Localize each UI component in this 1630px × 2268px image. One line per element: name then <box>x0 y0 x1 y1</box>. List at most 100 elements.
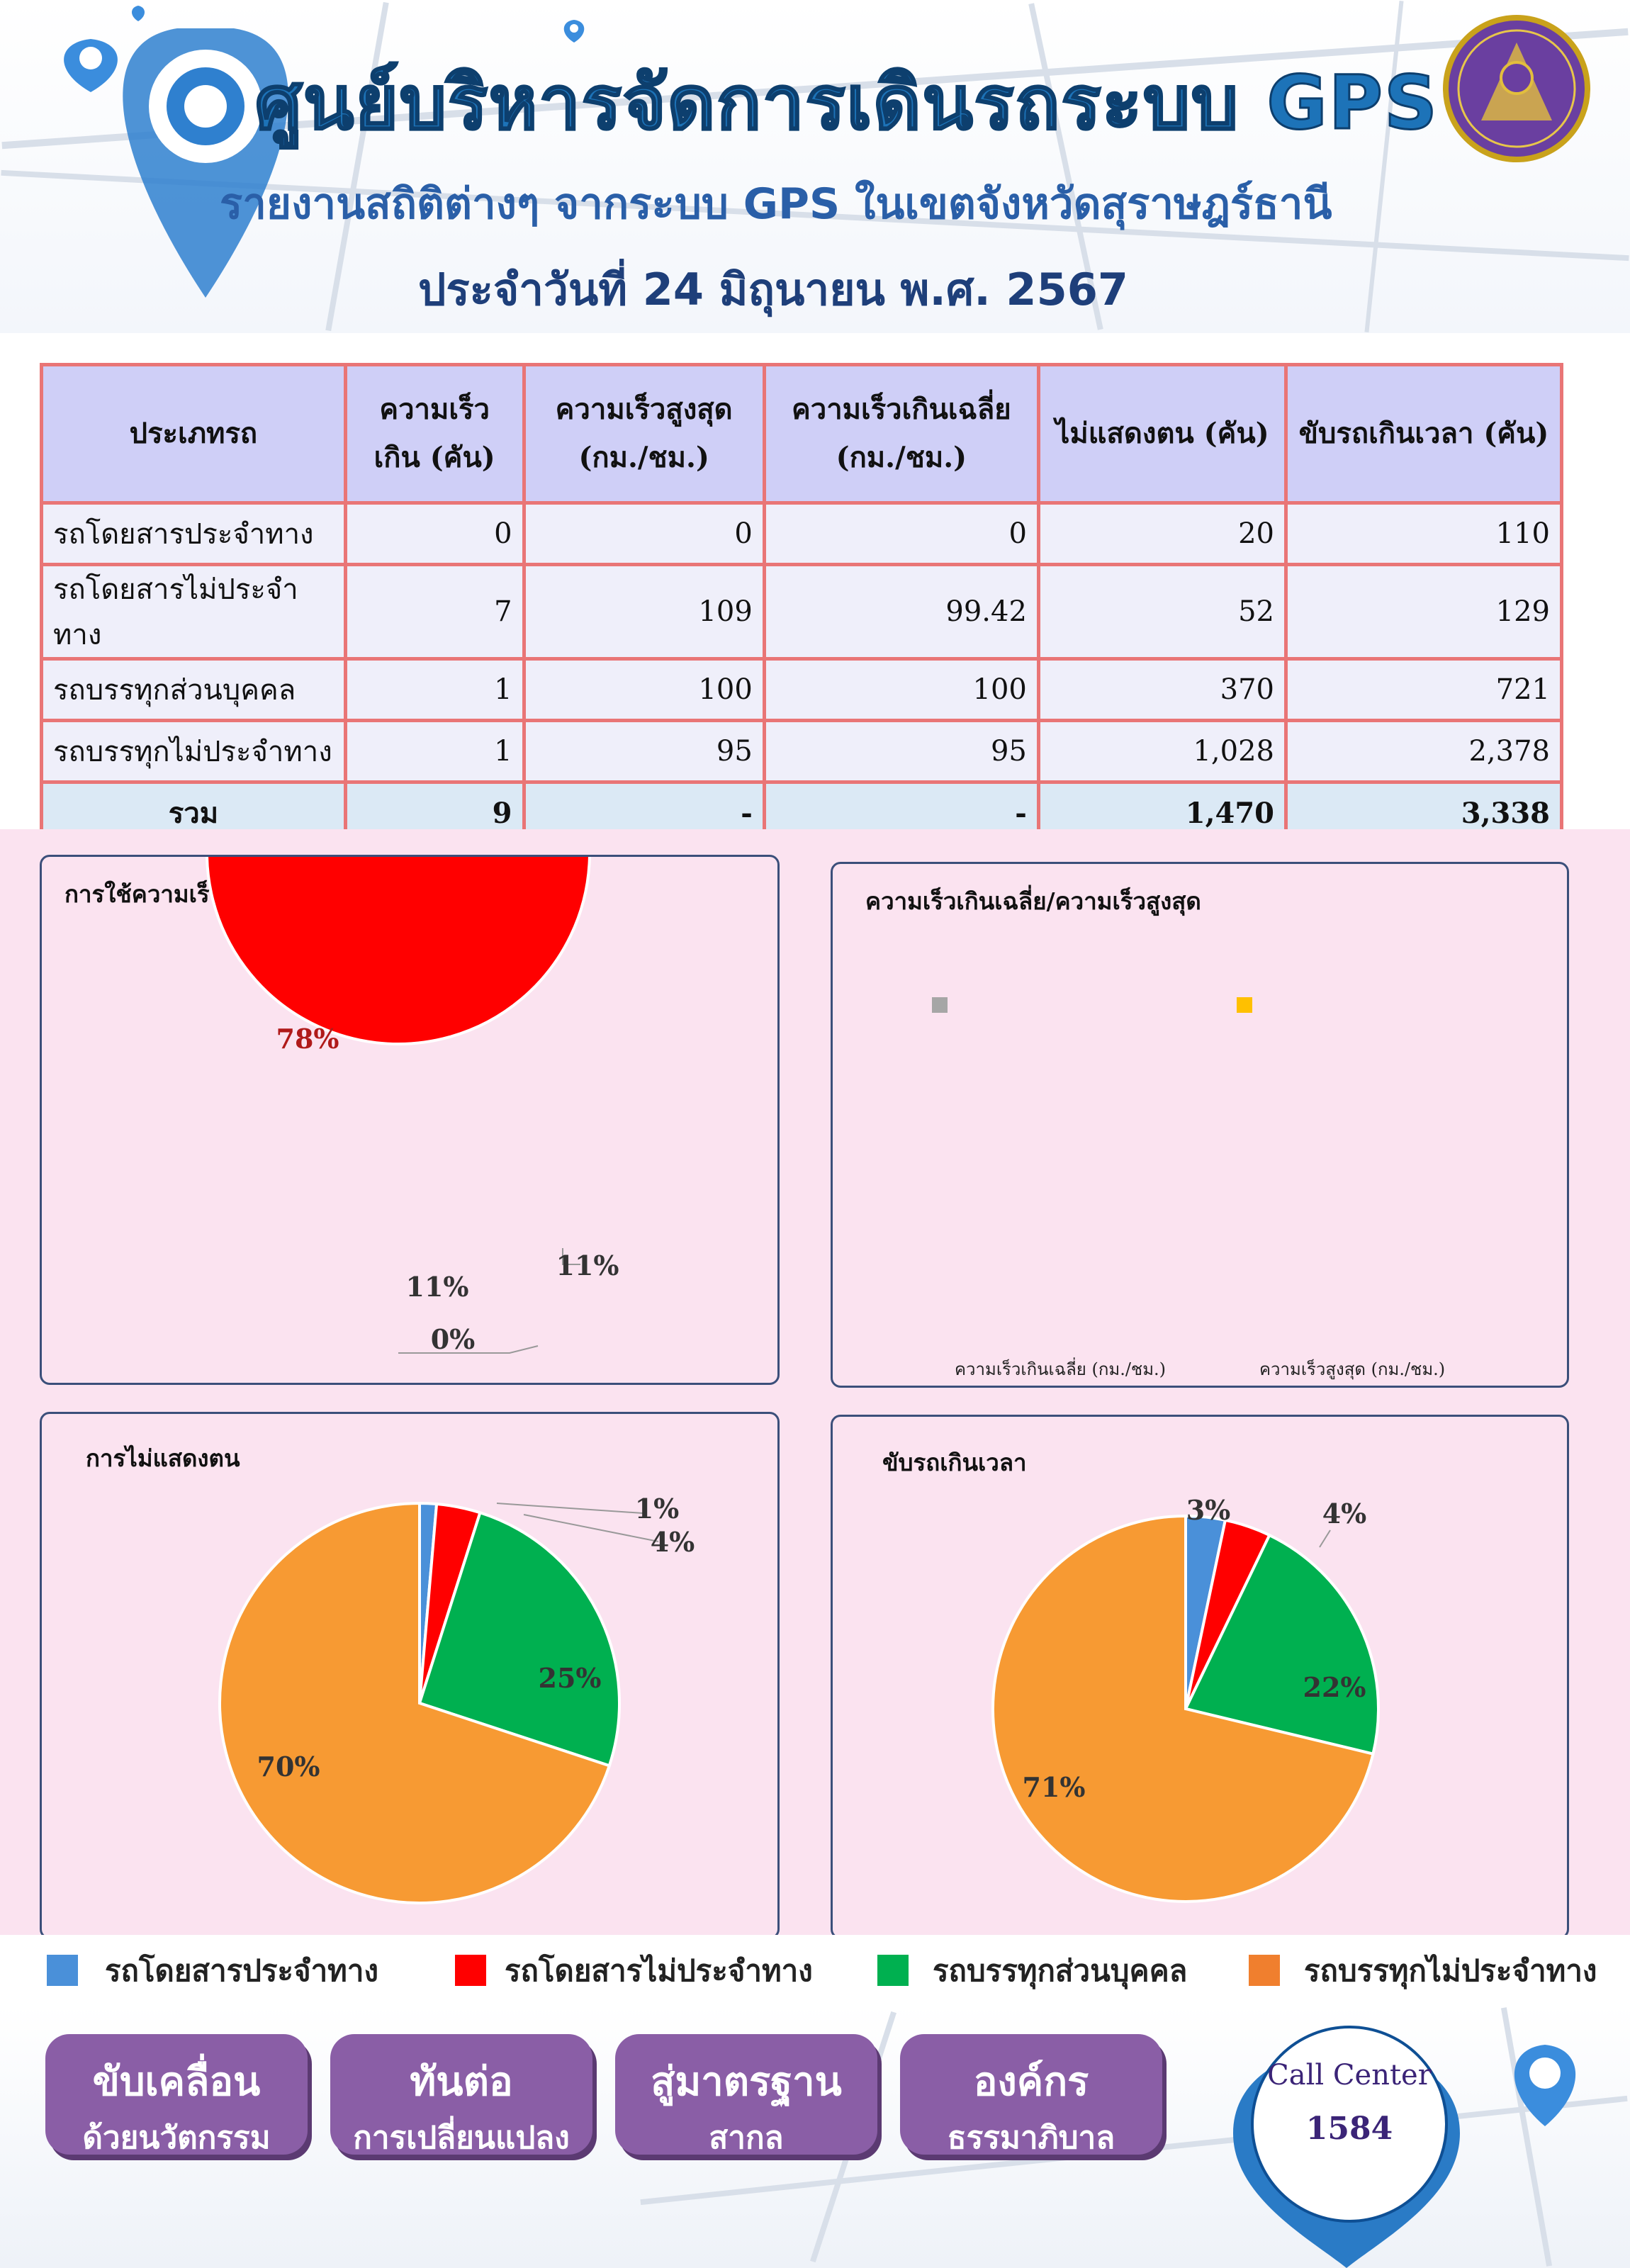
motto-button-change[interactable]: ทันต่อ การเปลี่ยนแปลง <box>330 2034 592 2156</box>
motto-button-standard[interactable]: สู่มาตรฐาน สากล <box>615 2034 877 2156</box>
leader-line <box>523 1514 659 1542</box>
department-seal-logo <box>1443 15 1590 162</box>
column-header: ความเร็วสูงสุด (กม./ชม.) <box>522 363 766 505</box>
table-cell: 1 <box>343 657 526 722</box>
leader-line <box>1319 1529 1331 1548</box>
table-header-row: ประเภทรถ ความเร็วเกิน (คัน) ความเร็วสูงส… <box>40 363 1563 505</box>
table-row: รถโดยสารไม่ประจำทาง 7 109 99.42 52 129 <box>40 563 1563 661</box>
button-line1: สู่มาตรฐาน <box>651 2059 842 2105</box>
map-pin-icon <box>131 6 145 21</box>
table-cell: 95 <box>762 719 1040 784</box>
table-cell: 99.42 <box>762 563 1040 661</box>
page-title: ศูนย์บริหารจัดการเดินรถระบบ GPS <box>254 59 1439 147</box>
chart-title: ขับรถเกินเวลา <box>882 1449 1027 1476</box>
pie-slice <box>991 1514 1375 1903</box>
legend-swatch <box>1249 1955 1280 1986</box>
chart-card-speeding: การใช้ความเร็วเกิน 0% 78% 11% 11% <box>40 855 780 1385</box>
motto-button-governance[interactable]: องค์กร ธรรมาภิบาล <box>900 2034 1162 2156</box>
vehicle-type-cell: รถบรรทุกส่วนบุคคล <box>40 657 347 722</box>
pie-label: 11% <box>556 1250 619 1281</box>
table-cell: 100 <box>762 657 1040 722</box>
table-cell: 0 <box>762 501 1040 566</box>
motto-button-innovation[interactable]: ขับเคลื่อน ด้วยนวัตกรรม <box>45 2034 308 2156</box>
pie-label: 11% <box>406 1271 469 1303</box>
button-line1: ทันต่อ <box>410 2059 513 2105</box>
button-line2: สากล <box>709 2120 784 2156</box>
vehicle-type-cell: รถโดยสารไม่ประจำทาง <box>40 563 347 661</box>
pie-slice <box>218 1501 612 1904</box>
legend-label: รถโดยสารไม่ประจำทาง <box>505 1953 813 1988</box>
table-cell: 370 <box>1036 657 1288 722</box>
table-cell: 2,378 <box>1284 719 1563 784</box>
table-cell: 110 <box>1284 501 1563 566</box>
column-header: ขับรถเกินเวลา (คัน) <box>1284 363 1563 505</box>
call-center-number: 1584 <box>1305 2111 1393 2147</box>
legend-swatch <box>932 997 948 1013</box>
legend-swatch <box>1237 997 1252 1013</box>
column-header: ไม่แสดงตน (คัน) <box>1036 363 1288 505</box>
pie-label: 4% <box>1322 1498 1367 1529</box>
button-line2: การเปลี่ยนแปลง <box>353 2120 570 2156</box>
pie-label: 4% <box>651 1526 695 1558</box>
report-subtitle: รายงานสถิติต่างๆ จากระบบ GPS ในเขตจังหวั… <box>220 179 1332 229</box>
overtime-pie-chart: 3% 4% 22% 71% <box>991 1494 1380 1903</box>
pie-label: 3% <box>1186 1494 1231 1526</box>
legend-label: รถบรรทุกไม่ประจำทาง <box>1304 1953 1597 1988</box>
call-center-badge <box>1251 2026 1448 2223</box>
speed-bar-chart: 05010015020025000รถโดยสารประจำทาง99.4210… <box>932 997 1445 1380</box>
chart-title: ความเร็วเกินเฉลี่ย/ความเร็วสูงสุด <box>865 887 1201 915</box>
vehicle-legend <box>0 1935 1630 2006</box>
button-line1: องค์กร <box>973 2059 1089 2105</box>
pie-label: 70% <box>257 1751 320 1783</box>
speeding-pie-chart: 0% 78% 11% 11% <box>206 857 619 1355</box>
button-line1: ขับเคลื่อน <box>92 2059 261 2105</box>
pie-label: 22% <box>1303 1671 1366 1703</box>
leader-line <box>562 1248 580 1265</box>
table-cell: 95 <box>522 719 766 784</box>
chart-card-no-show: การไม่แสดงตน 1% 4% 25% 70% <box>40 1412 780 1939</box>
table-cell: 721 <box>1284 657 1563 722</box>
column-header: ความเร็วเกินเฉลี่ย (กม./ชม.) <box>762 363 1040 505</box>
map-pin-icon <box>1514 2045 1576 2126</box>
pie-label: 71% <box>1023 1771 1086 1803</box>
column-header: ความเร็วเกิน (คัน) <box>343 363 526 505</box>
statistics-table: ประเภทรถ ความเร็วเกิน (คัน) ความเร็วสูงส… <box>40 363 1563 846</box>
chart-card-overtime: ขับรถเกินเวลา 3% 4% 22% 71% <box>831 1415 1569 1939</box>
column-header: ประเภทรถ <box>40 363 347 505</box>
table-cell: 109 <box>522 563 766 661</box>
legend-label: ความเร็วเกินเฉลี่ย (กม./ชม.) <box>955 1357 1166 1379</box>
report-date: ประจำวันที่ 24 มิถุนายน พ.ศ. 2567 <box>418 264 1128 315</box>
no-show-pie-chart: 1%4% 25% 70% <box>218 1493 695 1904</box>
pie-label: 0% <box>431 1323 476 1355</box>
map-pin-icon <box>123 28 288 298</box>
table-cell: 0 <box>522 501 766 566</box>
legend-label: ความเร็วสูงสุด (กม./ชม.) <box>1259 1359 1445 1380</box>
vehicle-type-cell: รถบรรทุกไม่ประจำทาง <box>40 719 347 784</box>
legend-label: รถโดยสารประจำทาง <box>105 1953 378 1988</box>
map-pin-icon <box>563 20 585 43</box>
chart-card-speed-bar: ความเร็วเกินเฉลี่ย/ความเร็วสูงสุด 050100… <box>831 862 1569 1388</box>
legend-swatch <box>47 1955 78 1986</box>
table-cell: 0 <box>343 501 526 566</box>
vehicle-type-cell: รถโดยสารประจำทาง <box>40 501 347 566</box>
table-cell: 7 <box>343 563 526 661</box>
leader-line <box>496 1503 643 1514</box>
table-cell: 52 <box>1036 563 1288 661</box>
table-row: รถบรรทุกไม่ประจำทาง 1 95 95 1,028 2,378 <box>40 719 1563 784</box>
table-row: รถบรรทุกส่วนบุคคล 1 100 100 370 721 <box>40 657 1563 722</box>
pie-label: 78% <box>276 1023 339 1055</box>
table-row: รถโดยสารประจำทาง 0 0 0 20 110 <box>40 501 1563 566</box>
leader-line <box>398 1345 539 1354</box>
call-center-label: Call Center <box>1267 2059 1432 2092</box>
legend-swatch <box>455 1955 486 1986</box>
button-line2: ธรรมาภิบาล <box>947 2120 1115 2156</box>
map-pin-icon <box>64 39 118 92</box>
table-cell: 1 <box>343 719 526 784</box>
pie-label: 1% <box>635 1493 680 1525</box>
legend-swatch <box>877 1955 909 1986</box>
table-cell: 20 <box>1036 501 1288 566</box>
pie-slice <box>206 857 591 1045</box>
pie-label: 25% <box>539 1662 602 1694</box>
pie-slice <box>1184 1533 1380 1756</box>
button-line2: ด้วยนวัตกรรม <box>82 2120 271 2156</box>
